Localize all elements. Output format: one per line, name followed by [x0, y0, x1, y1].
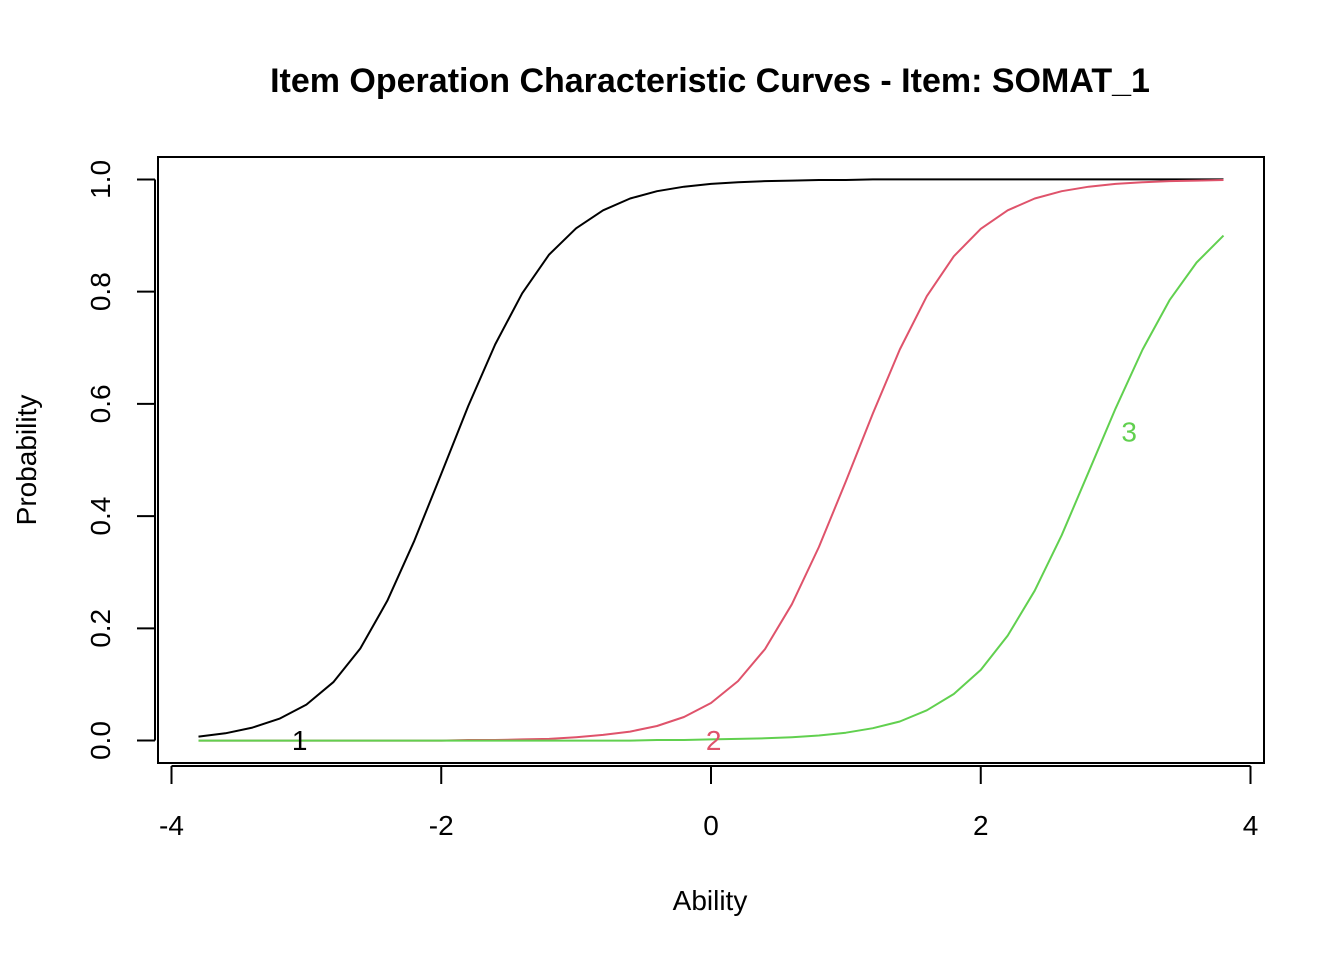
- y-tick-label: 0.8: [85, 272, 116, 311]
- x-tick-label: -2: [429, 810, 454, 841]
- series-group: [198, 178, 1225, 742]
- y-tick-label: 0.4: [85, 497, 116, 536]
- curve-label-3: 3: [1121, 416, 1137, 447]
- series-line-1: [198, 178, 1224, 738]
- x-tick-label: 2: [973, 810, 989, 841]
- x-axis-label: Ability: [673, 885, 748, 916]
- y-axis: 0.0 0.2 0.4 0.6 0.8 1.0: [85, 160, 156, 760]
- y-tick-label: 0.0: [85, 721, 116, 760]
- chart-title: Item Operation Characteristic Curves - I…: [270, 62, 1150, 100]
- curve-label-1: 1: [292, 725, 308, 756]
- plot-frame: [157, 156, 1265, 764]
- curve-label-2: 2: [706, 725, 722, 756]
- series-line-2: [198, 179, 1224, 742]
- curve-labels: 1 2 3: [292, 416, 1137, 756]
- x-tick-label: -4: [159, 810, 184, 841]
- series-line-3: [198, 234, 1225, 742]
- x-tick-label: 0: [703, 810, 719, 841]
- x-tick-label: 4: [1243, 810, 1259, 841]
- y-tick-label: 0.2: [85, 609, 116, 648]
- y-tick-label: 0.6: [85, 384, 116, 423]
- x-axis: -4 -2 0 2 4: [159, 765, 1259, 841]
- y-axis-label: Probability: [11, 395, 42, 526]
- y-tick-label: 1.0: [85, 160, 116, 199]
